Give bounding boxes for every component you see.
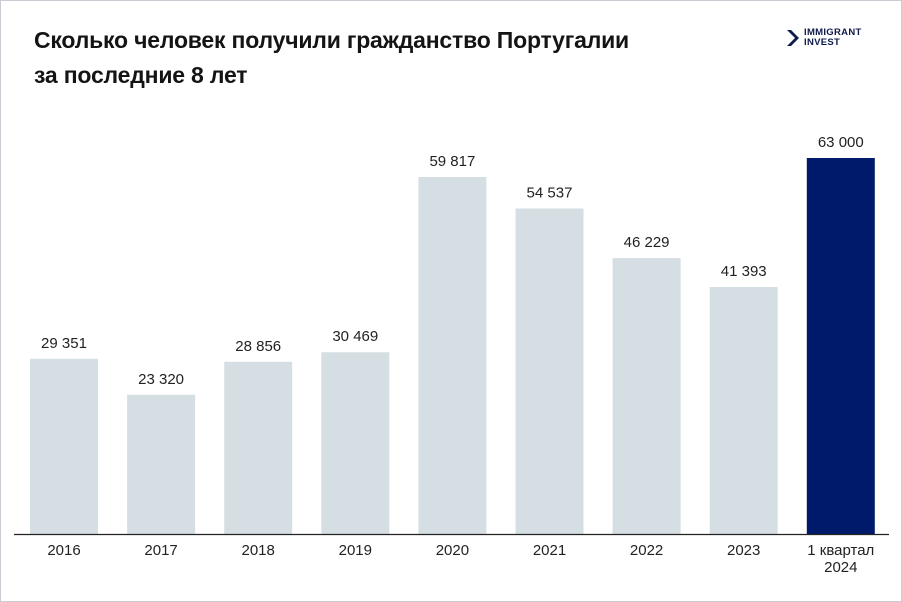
bar-value-label-0: 29 351 bbox=[41, 335, 87, 352]
x-tick-line-4-0: 2020 bbox=[436, 542, 469, 559]
logo-line-1: IMMIGRANT bbox=[804, 27, 862, 38]
x-tick-label-6: 2022 bbox=[630, 542, 663, 559]
x-tick-line-3-0: 2019 bbox=[339, 542, 372, 559]
bar-5 bbox=[515, 208, 584, 534]
bar-2 bbox=[224, 361, 293, 534]
bar-4 bbox=[418, 177, 487, 534]
chevron-arrow-icon bbox=[787, 29, 799, 46]
bar-value-label-4: 59 817 bbox=[429, 153, 475, 170]
x-tick-line-0-0: 2016 bbox=[47, 542, 80, 559]
logo-text: IMMIGRANT INVEST bbox=[804, 28, 862, 47]
x-tick-line-5-0: 2021 bbox=[533, 542, 566, 559]
bar-value-label-5: 54 537 bbox=[527, 185, 573, 202]
x-tick-label-3: 2019 bbox=[339, 542, 372, 559]
chart-title-line-1: Сколько человек получили гражданство Пор… bbox=[34, 27, 629, 53]
chart-title-line-2: за последние 8 лет bbox=[34, 62, 248, 88]
bar-7 bbox=[709, 287, 778, 534]
bar-3 bbox=[321, 352, 390, 534]
x-tick-label-7: 2023 bbox=[727, 542, 760, 559]
x-tick-label-5: 2021 bbox=[533, 542, 566, 559]
x-tick-line-8-1: 2024 bbox=[824, 559, 857, 576]
bar-8 bbox=[806, 158, 875, 534]
x-tick-line-2-0: 2018 bbox=[242, 542, 275, 559]
bar-1 bbox=[127, 394, 196, 534]
bar-value-label-7: 41 393 bbox=[721, 263, 767, 280]
immigrant-invest-logo: IMMIGRANT INVEST bbox=[786, 28, 862, 47]
bar-0 bbox=[30, 358, 98, 534]
bar-value-label-6: 46 229 bbox=[624, 234, 670, 251]
bar-value-label-1: 23 320 bbox=[138, 371, 184, 388]
logo-line-2: INVEST bbox=[804, 36, 841, 48]
x-tick-label-0: 2016 bbox=[47, 542, 80, 559]
x-tick-line-1-0: 2017 bbox=[144, 542, 177, 559]
x-tick-label-1: 2017 bbox=[144, 542, 177, 559]
bar-value-label-8: 63 000 bbox=[818, 134, 864, 151]
x-tick-label-2: 2018 bbox=[242, 542, 275, 559]
bar-value-label-2: 28 856 bbox=[235, 338, 281, 355]
x-tick-label-4: 2020 bbox=[436, 542, 469, 559]
x-tick-line-6-0: 2022 bbox=[630, 542, 663, 559]
chart-title: Сколько человек получили гражданство Пор… bbox=[34, 23, 734, 93]
x-tick-line-7-0: 2023 bbox=[727, 542, 760, 559]
x-tick-label-8: 1 квартал 2024 bbox=[807, 542, 874, 576]
bar-6 bbox=[612, 258, 681, 534]
bar-value-label-3: 30 469 bbox=[332, 328, 378, 345]
x-tick-line-8-0: 1 квартал bbox=[807, 542, 874, 559]
